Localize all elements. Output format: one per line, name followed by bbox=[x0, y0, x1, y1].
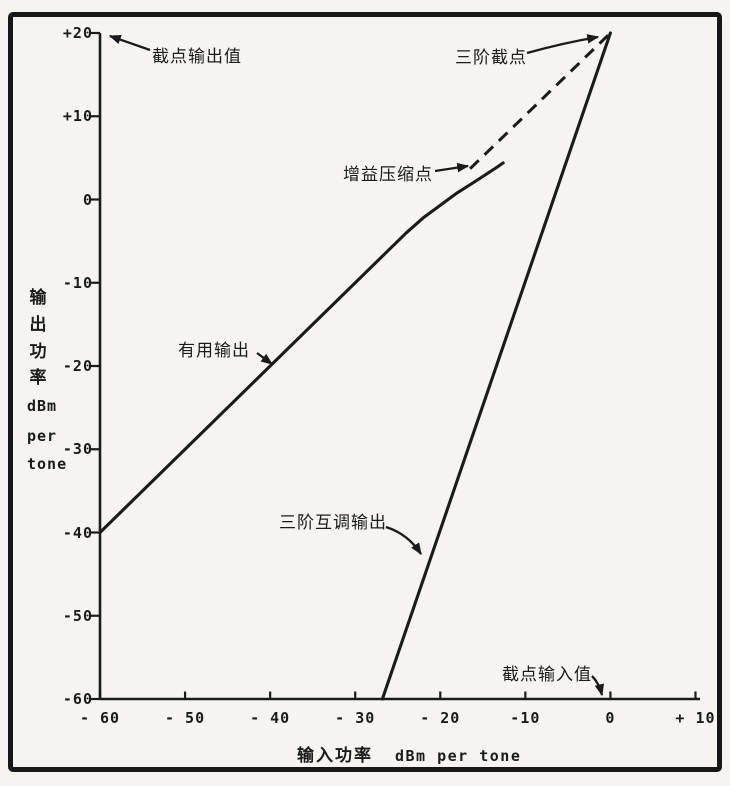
x-axis-title-cn: 输入功率 bbox=[297, 746, 373, 765]
figure-border bbox=[8, 12, 722, 772]
series-lines-group bbox=[98, 31, 612, 701]
axes-group bbox=[90, 31, 700, 701]
y-tick-label: -30 bbox=[62, 440, 93, 459]
x-tick-label: - 40 bbox=[250, 709, 291, 727]
arrow-gain-compression bbox=[434, 162, 470, 173]
y-axis-title-char: 率 bbox=[29, 368, 47, 387]
annotation-third-order-im-output: 三阶互调输出 bbox=[279, 513, 387, 532]
y-axis-unit-line: tone bbox=[27, 455, 68, 473]
y-axis-title-char: 功 bbox=[29, 342, 47, 361]
y-tick-label: -20 bbox=[62, 357, 93, 375]
y-axis-unit-line: dBm bbox=[27, 397, 58, 415]
y-tick-label: -40 bbox=[62, 523, 93, 542]
x-axis-title: 输入功率 dBm per tone bbox=[297, 741, 521, 766]
arrow-im3-output bbox=[385, 525, 422, 556]
annotation-third-order-intercept: 三阶截点 bbox=[455, 48, 527, 67]
x-tick-label: - 60 bbox=[79, 709, 121, 727]
annotation-gain-compression-point: 增益压缩点 bbox=[343, 165, 433, 184]
series-line-0 bbox=[98, 161, 505, 535]
y-axis-title-char: 输 bbox=[29, 288, 47, 307]
y-tick-label: -60 bbox=[62, 690, 93, 708]
arrow-intercept-output bbox=[108, 34, 151, 52]
series-line-1 bbox=[469, 31, 612, 170]
y-axis-title-char: 出 bbox=[29, 315, 47, 334]
x-tick-label: - 30 bbox=[335, 709, 376, 727]
x-tick-label: -10 bbox=[510, 709, 541, 727]
x-tick-label: - 50 bbox=[165, 709, 206, 727]
arrow-useful-output bbox=[256, 352, 273, 365]
series-line-2 bbox=[380, 31, 612, 701]
x-tick-label: + 10 bbox=[675, 709, 716, 727]
x-axis-title-unit: dBm per tone bbox=[395, 747, 522, 765]
y-axis-unit-line: per bbox=[27, 427, 58, 445]
x-tick-label: - 20 bbox=[420, 709, 461, 727]
annotation-intercept-input-value: 截点输入值 bbox=[502, 665, 592, 684]
y-tick-label: -10 bbox=[62, 273, 93, 292]
y-tick-label: -50 bbox=[62, 606, 93, 625]
annotation-intercept-output-value: 截点输出值 bbox=[152, 47, 242, 66]
annotation-useful-output: 有用输出 bbox=[178, 341, 250, 360]
arrow-intercept-input bbox=[591, 675, 605, 697]
y-tick-label: +10 bbox=[62, 107, 93, 126]
annotation-arrows-group bbox=[108, 34, 605, 697]
y-tick-label: +20 bbox=[62, 24, 93, 42]
y-tick-label: 0 bbox=[82, 190, 93, 209]
arrow-third-order-intercept bbox=[526, 34, 600, 55]
x-tick-label: 0 bbox=[605, 709, 616, 727]
